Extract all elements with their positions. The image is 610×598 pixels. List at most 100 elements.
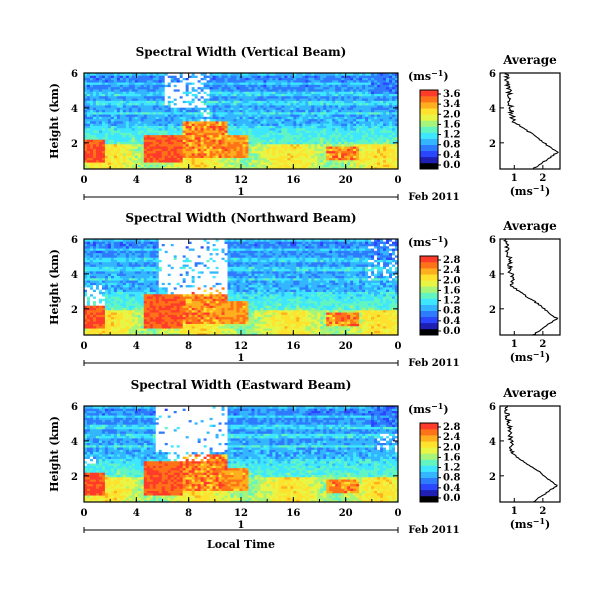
heatmap-cell	[302, 146, 306, 149]
heatmap-cell	[332, 89, 336, 92]
heatmap-cell	[302, 79, 306, 83]
heatmap-cell	[146, 102, 151, 106]
heatmap-cell	[89, 255, 94, 258]
heatmap-cell	[197, 137, 202, 140]
heatmap-cell	[248, 107, 252, 110]
heatmap-cell	[269, 86, 273, 90]
heatmap-cell	[125, 121, 130, 124]
heatmap-cell	[395, 155, 399, 158]
profile-y-tick-label: 6	[489, 69, 496, 80]
heatmap-cell	[317, 157, 321, 161]
heatmap-cell	[224, 105, 228, 108]
heatmap-cell	[254, 155, 258, 158]
heatmap-cell	[362, 125, 366, 129]
heatmap-cell	[158, 162, 163, 165]
heatmap-cell	[377, 75, 381, 78]
heatmap-cell	[173, 141, 178, 145]
heatmap-cell	[389, 116, 393, 120]
heatmap-cell	[116, 298, 121, 302]
heatmap-cell	[89, 314, 94, 318]
heatmap-cell	[107, 89, 112, 92]
heatmap-cell	[389, 73, 393, 76]
heatmap-cell	[92, 296, 97, 299]
heatmap-cell	[149, 100, 154, 104]
heatmap-cell	[143, 123, 148, 126]
heatmap-cell	[326, 118, 330, 122]
heatmap-cell	[107, 273, 112, 276]
heatmap-cell	[104, 105, 109, 108]
heatmap-cell	[140, 153, 145, 156]
heatmap-cell	[182, 107, 187, 110]
heatmap-cell	[173, 127, 178, 131]
heatmap-cell	[380, 143, 384, 147]
heatmap-cell	[125, 118, 130, 122]
heatmap-cell	[290, 139, 294, 142]
heatmap-cell	[320, 137, 324, 140]
heatmap-cell	[98, 77, 103, 81]
heatmap-cell	[326, 123, 330, 126]
heatmap-cell	[230, 150, 234, 154]
heatmap-cell	[290, 114, 294, 117]
heatmap-cell	[251, 93, 255, 97]
heatmap-cell	[326, 150, 330, 154]
heatmap-cell	[254, 123, 258, 126]
heatmap-cell	[371, 121, 375, 124]
heatmap-cell	[269, 105, 273, 108]
heatmap-cell	[212, 84, 216, 88]
heatmap-cell	[92, 245, 97, 249]
heatmap-cell	[107, 261, 112, 265]
heatmap-cell	[269, 125, 273, 129]
heatmap-cell	[206, 100, 210, 104]
heatmap-cell	[278, 91, 282, 94]
heatmap-cell	[200, 146, 205, 149]
heatmap-cell	[365, 150, 369, 154]
heatmap-cell	[224, 164, 228, 168]
heatmap-cell	[152, 123, 157, 126]
heatmap-cell	[155, 141, 160, 145]
heatmap-cell	[224, 132, 228, 136]
heatmap-cell	[89, 82, 94, 85]
heatmap-cell	[305, 150, 309, 154]
heatmap-cell	[113, 89, 118, 92]
heatmap-cell	[218, 157, 222, 161]
heatmap-cell	[347, 111, 351, 115]
heatmap-cell	[272, 116, 276, 120]
heatmap-cell	[320, 109, 324, 113]
heatmap-cell	[236, 114, 240, 117]
heatmap-cell	[113, 312, 118, 315]
heatmap-cell	[116, 166, 121, 170]
heatmap-cell	[332, 86, 336, 90]
heatmap-cell	[140, 114, 145, 117]
heatmap-cell	[395, 102, 399, 106]
heatmap-cell	[326, 79, 330, 83]
heatmap-cell	[209, 82, 213, 85]
heatmap-cell	[374, 148, 378, 152]
heatmap-cell	[389, 157, 393, 161]
heatmap-cell	[254, 102, 258, 106]
heatmap-cell	[197, 127, 202, 131]
heatmap-cell	[104, 330, 109, 334]
heatmap-cell	[161, 116, 166, 120]
heatmap-cell	[125, 139, 130, 142]
heatmap-cell	[389, 130, 393, 133]
heatmap-cell	[287, 153, 291, 156]
heatmap-cell	[275, 93, 279, 97]
heatmap-cell	[314, 134, 318, 138]
heatmap-cell	[149, 162, 154, 165]
heatmap-cell	[113, 248, 118, 251]
heatmap-cell	[98, 98, 103, 101]
heatmap-cell	[95, 121, 100, 124]
heatmap-cell	[293, 155, 297, 158]
heatmap-cell	[350, 98, 354, 101]
heatmap-cell	[101, 98, 106, 101]
heatmap-cell	[377, 98, 381, 101]
heatmap-cell	[137, 153, 142, 156]
heatmap-cell	[281, 139, 285, 142]
heatmap-cell	[326, 107, 330, 110]
heatmap-cell	[227, 73, 231, 76]
heatmap-cell	[251, 73, 255, 76]
heatmap-cell	[101, 319, 106, 322]
heatmap-cell	[95, 245, 100, 249]
heatmap-cell	[95, 150, 100, 154]
heatmap-cell	[149, 73, 154, 76]
